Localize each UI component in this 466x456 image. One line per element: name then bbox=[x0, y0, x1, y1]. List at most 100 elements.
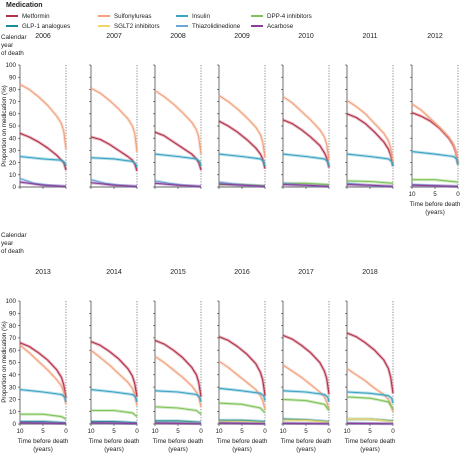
series-line-glp-1-analogues bbox=[155, 420, 202, 423]
x-tick-label: 10 bbox=[87, 428, 95, 435]
panel-2016: 2016 10 5 0 Time before death(years) bbox=[215, 269, 267, 453]
x-axis-title: (years) bbox=[232, 446, 252, 453]
x-axis-title: Time before death bbox=[89, 438, 140, 445]
legend-label-dpp-4-inhibitors: DPP-4 inhibitors bbox=[267, 13, 312, 20]
x-tick-label: 5 bbox=[368, 428, 372, 435]
legend-label-acarbose: Acarbose bbox=[267, 23, 294, 30]
series-band-insulin bbox=[90, 388, 139, 403]
series-line-metformin bbox=[218, 336, 266, 396]
y-tick-label: 60 bbox=[9, 347, 17, 354]
series-line-metformin bbox=[282, 334, 330, 395]
series-line-acarbose bbox=[218, 183, 266, 187]
series-line-glp-1-analogues bbox=[91, 420, 138, 424]
panel-2017: 2017 10 5 0 Time before death(years) bbox=[279, 269, 331, 453]
series-line-insulin bbox=[154, 153, 202, 167]
x-axis-title: Time before death bbox=[18, 438, 69, 445]
x-tick-label: 5 bbox=[112, 428, 116, 435]
series-band-metformin bbox=[282, 334, 331, 395]
series-band-sulfonylureas bbox=[346, 99, 395, 163]
legend-title: Medication bbox=[6, 2, 43, 9]
series-line-dpp-4-inhibitors bbox=[218, 402, 266, 414]
y-tick-label: 50 bbox=[9, 123, 17, 130]
panel-2018: 2018 10 5 0 Time before death(years) bbox=[343, 269, 395, 453]
series-line-acarbose bbox=[90, 182, 138, 187]
y-tick-label: 0 bbox=[12, 184, 16, 191]
series-line-dpp-4-inhibitors bbox=[154, 406, 202, 415]
panel-year-label: 2013 bbox=[35, 269, 51, 276]
y-tick-label: 80 bbox=[9, 87, 17, 94]
series-line-glp-1-analogues bbox=[219, 419, 266, 423]
x-axis-title: (years) bbox=[296, 446, 316, 453]
series-line-acarbose bbox=[154, 182, 202, 187]
x-tick-label: 10 bbox=[343, 428, 351, 435]
series-line-acarbose bbox=[411, 184, 459, 187]
series-band-sulfonylureas bbox=[90, 349, 139, 406]
series-line-sulfonylureas bbox=[282, 96, 330, 161]
series-band-sulfonylureas bbox=[346, 367, 395, 413]
y-tick-label: 20 bbox=[9, 397, 17, 404]
series-line-sglt2-inhibitors bbox=[283, 419, 330, 423]
x-axis-title: Time before death bbox=[410, 201, 461, 208]
series-line-dpp-4-inhibitors bbox=[412, 179, 459, 183]
panel-2010: 2010 bbox=[281, 33, 331, 189]
panel-year-label: 2007 bbox=[106, 33, 122, 40]
legend-label-insulin: Insulin bbox=[192, 13, 210, 20]
panel-year-label: 2014 bbox=[106, 269, 122, 276]
panel-2006: 2006 0 10 20 30 40 50 60 70 80 90 100 bbox=[5, 33, 68, 191]
y-tick-label: 100 bbox=[5, 298, 16, 305]
y-tick-label: 100 bbox=[5, 62, 16, 69]
x-tick-label: 5 bbox=[41, 428, 45, 435]
x-axis-title: Time before death bbox=[217, 438, 268, 445]
panel-year-label: 2008 bbox=[170, 33, 186, 40]
x-tick-label: 10 bbox=[279, 428, 287, 435]
series-line-sulfonylureas bbox=[218, 360, 266, 410]
series-line-metformin bbox=[346, 113, 394, 167]
series-line-sulfonylureas bbox=[19, 344, 67, 405]
x-tick-label: 0 bbox=[135, 428, 139, 435]
panel-2011: 2011 bbox=[345, 33, 395, 189]
calendar-year-label: of death bbox=[1, 248, 24, 255]
series-band-insulin bbox=[218, 386, 267, 402]
y-tick-label: 90 bbox=[9, 311, 17, 318]
series-band-insulin bbox=[282, 152, 331, 167]
panel-year-label: 2006 bbox=[35, 33, 51, 40]
x-axis-title: (years) bbox=[33, 446, 53, 453]
calendar-year-label: year bbox=[1, 240, 13, 247]
series-band-sulfonylureas bbox=[154, 355, 203, 408]
series-line-sulfonylureas bbox=[154, 355, 202, 407]
x-axis-title: Time before death bbox=[281, 438, 332, 445]
series-band-dpp-4-inhibitors bbox=[91, 409, 138, 418]
series-line-sglt2-inhibitors bbox=[347, 418, 394, 423]
series-line-metformin bbox=[282, 119, 330, 168]
legend-label-sglt2-inhibitors: SGLT2 inhibitors bbox=[114, 23, 160, 30]
series-band-metformin bbox=[90, 135, 139, 172]
x-tick-label: 5 bbox=[176, 428, 180, 435]
legend: Medication Metformin Sulfonylureas Insulin… bbox=[6, 2, 312, 30]
series-line-sulfonylureas bbox=[90, 349, 138, 406]
y-tick-label: 10 bbox=[9, 172, 17, 179]
panel-year-label: 2017 bbox=[298, 269, 314, 276]
y-tick-label: 90 bbox=[9, 74, 17, 81]
series-band-metformin bbox=[154, 130, 203, 171]
x-tick-label: 5 bbox=[240, 428, 244, 435]
series-line-metformin bbox=[19, 132, 67, 171]
series-line-metformin bbox=[90, 136, 138, 172]
series-line-acarbose bbox=[90, 422, 138, 425]
panel-year-label: 2009 bbox=[234, 33, 250, 40]
series-line-dpp-4-inhibitors bbox=[20, 413, 67, 420]
series-line-sglt2-inhibitors bbox=[219, 420, 266, 424]
series-line-insulin bbox=[90, 157, 138, 168]
series-band-metformin bbox=[282, 118, 331, 168]
panel-year-label: 2010 bbox=[298, 33, 314, 40]
series-line-metformin bbox=[154, 339, 202, 397]
series-line-acarbose bbox=[346, 184, 394, 187]
y-tick-label: 30 bbox=[9, 384, 17, 391]
series-band-sulfonylureas bbox=[19, 83, 68, 150]
series-line-glp-1-analogues bbox=[20, 420, 67, 424]
legend-label-thiazolidinedione: Thiazolidinedione bbox=[192, 23, 241, 30]
series-line-acarbose bbox=[218, 422, 266, 425]
x-tick-label: 0 bbox=[64, 428, 68, 435]
legend-label-glp-1-analogues: GLP-1 analogues bbox=[22, 23, 70, 30]
